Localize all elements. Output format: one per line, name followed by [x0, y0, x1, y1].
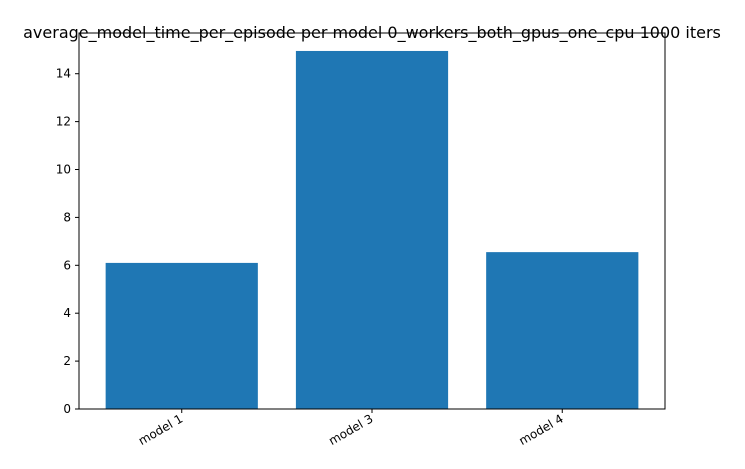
bars-group: [105, 50, 639, 410]
y-tick-label: 8: [63, 210, 71, 224]
bar-model-4: [486, 252, 639, 409]
bar-model-3: [295, 50, 449, 410]
y-tick-label: 14: [56, 67, 71, 81]
y-tick-label: 2: [63, 354, 71, 368]
y-axis: 0 2 4 6 8 10 12 14: [56, 67, 79, 416]
y-tick-label: 0: [63, 402, 71, 416]
y-tick-label: 12: [56, 115, 71, 129]
axes-frame: [78, 32, 666, 410]
y-tick-label: 6: [63, 258, 71, 272]
y-tick-label: 4: [63, 306, 71, 320]
y-tick-label: 10: [56, 163, 71, 177]
bar-model-1: [105, 262, 258, 409]
